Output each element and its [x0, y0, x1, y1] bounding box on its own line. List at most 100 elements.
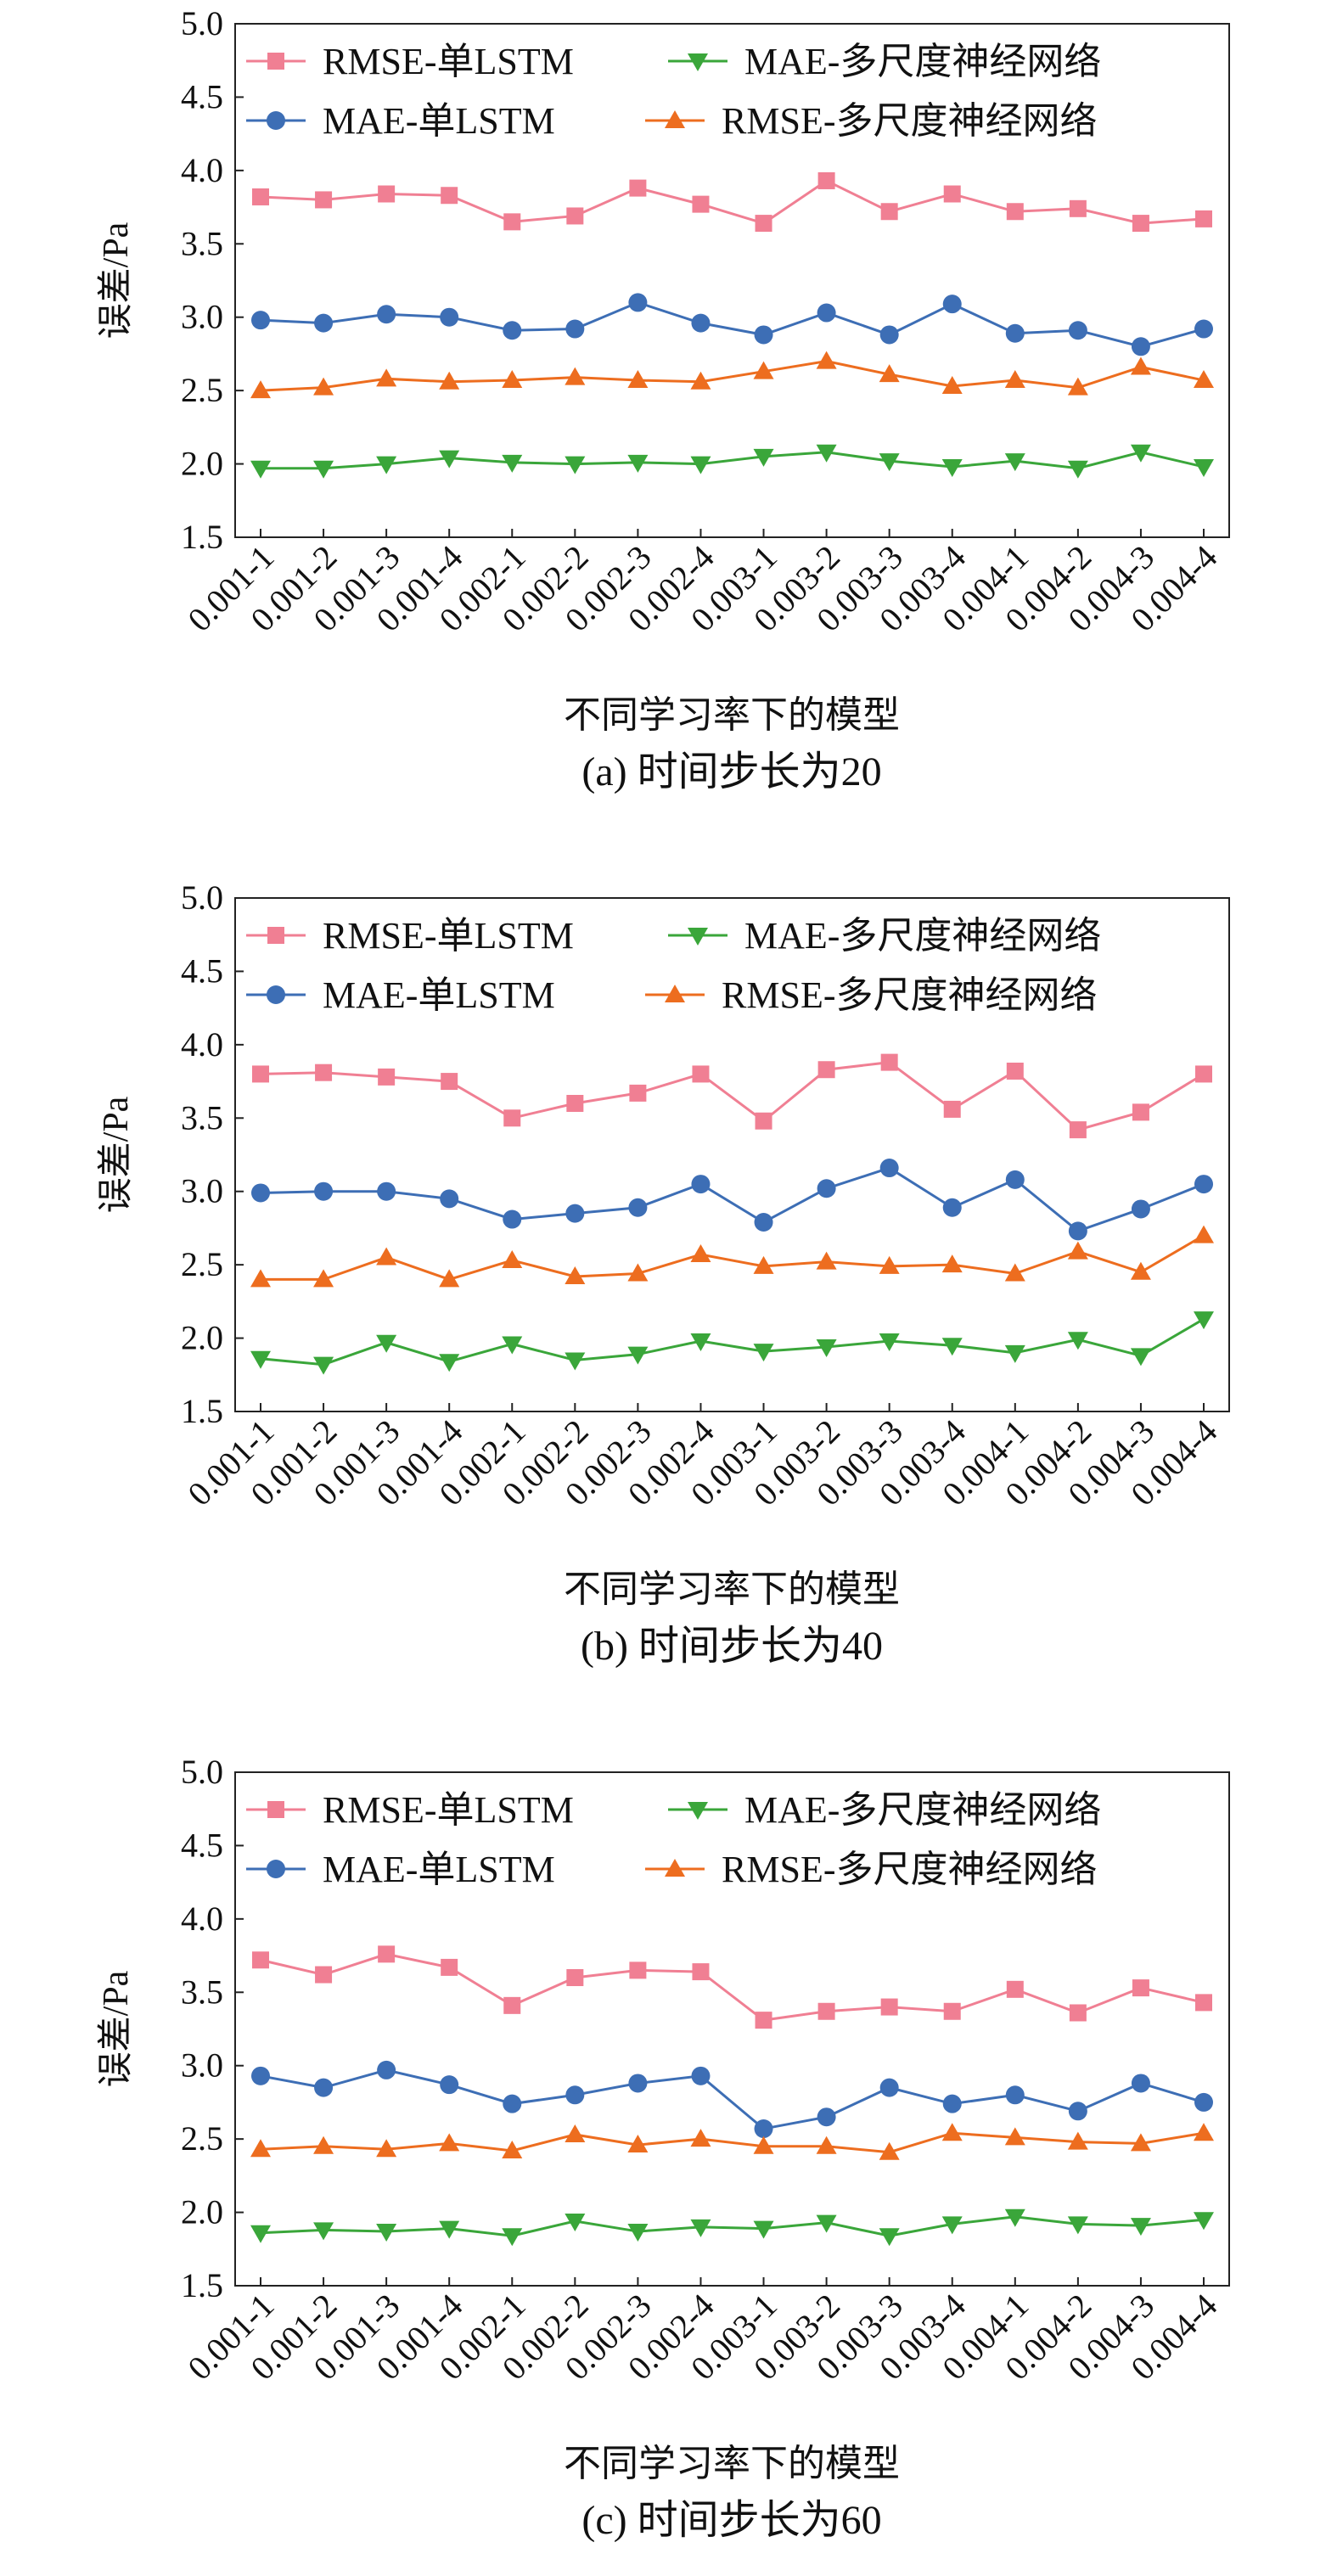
- data-point: [627, 2224, 649, 2242]
- data-point: [565, 2085, 585, 2105]
- legend-item-4: RMSE-多尺度神经网络: [645, 1849, 1097, 1890]
- data-point: [1067, 1332, 1088, 1350]
- data-point: [313, 460, 334, 479]
- y-tick-label: 2.0: [181, 2193, 223, 2231]
- data-point: [251, 311, 270, 330]
- data-point: [692, 1963, 710, 1981]
- data-point: [440, 1189, 459, 1209]
- legend-marker: [665, 110, 685, 128]
- legend-marker: [267, 985, 285, 1004]
- y-tick-label: 5.0: [181, 4, 223, 42]
- data-point: [378, 1945, 396, 1963]
- data-point: [565, 319, 585, 339]
- data-point: [816, 1339, 837, 1357]
- chart-panel-1: 1.52.02.53.03.54.04.55.00.001-10.001-20.…: [97, 4, 1230, 794]
- series-line: [261, 451, 1205, 470]
- y-tick-label: 2.5: [181, 2119, 223, 2158]
- data-point: [1069, 199, 1087, 217]
- y-tick-label: 4.0: [181, 1025, 223, 1064]
- data-point: [1004, 2208, 1025, 2227]
- y-tick-label: 1.5: [181, 1392, 223, 1430]
- series-line: [260, 2131, 1205, 2154]
- data-point: [942, 1198, 962, 1217]
- data-point: [1004, 370, 1025, 389]
- data-point: [1067, 2131, 1088, 2150]
- series-line: [261, 1234, 1205, 1282]
- series-4: [250, 351, 1214, 399]
- data-point: [502, 2140, 523, 2158]
- data-point: [879, 1255, 900, 1274]
- data-point: [439, 2133, 460, 2152]
- legend-marker: [267, 111, 285, 130]
- data-point: [627, 2135, 649, 2153]
- data-point: [879, 1333, 900, 1352]
- data-point: [1195, 1994, 1212, 2012]
- data-point: [313, 2222, 334, 2241]
- series-3: [251, 1159, 1213, 1241]
- legend-item-1: RMSE-单LSTM: [246, 41, 574, 82]
- data-point: [627, 1346, 649, 1365]
- legend-marker: [665, 985, 685, 1002]
- data-point: [503, 1109, 521, 1127]
- plot-frame: [234, 23, 1230, 538]
- x-axis-label: 不同学习率下的模型: [564, 694, 900, 736]
- data-point: [1068, 321, 1087, 340]
- legend-label: RMSE-多尺度神经网络: [722, 100, 1097, 142]
- data-point: [313, 1269, 334, 1288]
- data-point: [690, 1244, 711, 1263]
- series-line: [260, 300, 1205, 348]
- data-point: [690, 2219, 711, 2237]
- y-tick-label: 1.5: [181, 518, 223, 556]
- data-point: [252, 188, 269, 205]
- y-tick-label: 2.5: [181, 1245, 223, 1283]
- series-4: [250, 2123, 1214, 2160]
- series-1: [252, 171, 1212, 233]
- data-point: [629, 179, 647, 197]
- plot-frame: [234, 1771, 1230, 2287]
- data-point: [441, 187, 458, 205]
- data-point: [566, 207, 584, 225]
- data-point: [315, 1966, 333, 1984]
- data-point: [439, 2220, 460, 2239]
- data-point: [943, 185, 961, 203]
- data-point: [1194, 1311, 1214, 1330]
- series-3: [251, 293, 1213, 356]
- chart-panel-3: 1.52.02.53.03.54.04.55.00.001-10.001-20.…: [97, 1753, 1230, 2543]
- data-point: [313, 2135, 334, 2154]
- legend-label: MAE-单LSTM: [323, 100, 555, 142]
- data-point: [315, 191, 333, 209]
- data-point: [565, 1204, 585, 1223]
- data-point: [252, 1951, 269, 1969]
- data-point: [440, 307, 459, 327]
- legend-item-3: MAE-单LSTM: [246, 1849, 555, 1890]
- legend-label: RMSE-单LSTM: [323, 915, 574, 957]
- data-point: [441, 1073, 458, 1091]
- data-point: [313, 1356, 334, 1375]
- y-tick-label: 5.0: [181, 878, 223, 917]
- data-point: [1004, 453, 1025, 472]
- legend-item-2: MAE-多尺度神经网络: [668, 41, 1101, 82]
- data-point: [1004, 1344, 1025, 1363]
- data-point: [1194, 1175, 1213, 1194]
- data-point: [942, 2094, 962, 2113]
- data-point: [502, 370, 523, 389]
- data-point: [441, 1958, 458, 1976]
- series-line: [260, 2215, 1205, 2237]
- y-tick-label: 3.5: [181, 224, 223, 262]
- data-point: [1069, 2004, 1087, 2022]
- series-line: [260, 1166, 1205, 1233]
- data-point: [1069, 1121, 1087, 1139]
- y-tick-label: 1.5: [181, 2266, 223, 2304]
- y-axis-label: 误差/Pa: [97, 1096, 136, 1213]
- panel-caption: (a) 时间步长为20: [581, 749, 881, 794]
- data-point: [628, 293, 648, 312]
- series-1: [252, 1945, 1212, 2029]
- data-point: [879, 2078, 899, 2097]
- data-point: [502, 1336, 523, 1355]
- data-point: [942, 295, 962, 314]
- data-point: [376, 1334, 397, 1353]
- legend-marker: [267, 53, 284, 70]
- data-point: [1132, 1979, 1149, 1997]
- data-point: [1132, 215, 1149, 233]
